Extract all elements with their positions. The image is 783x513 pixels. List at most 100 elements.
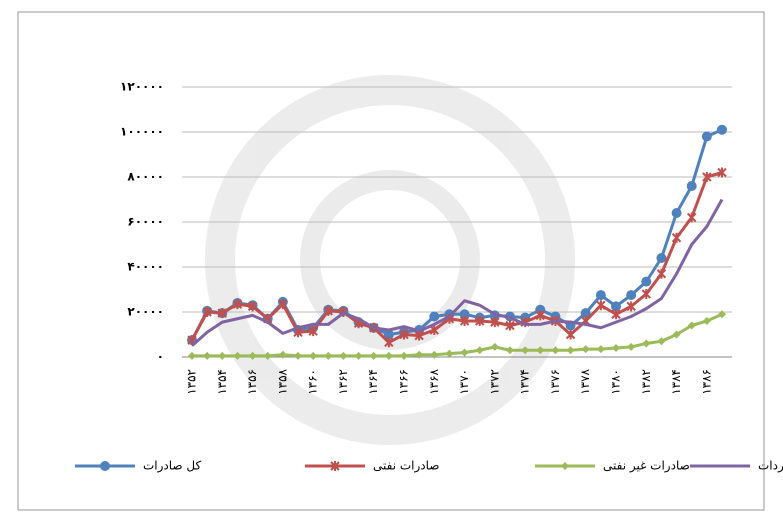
- x-tick-label: ۱۳۷۰: [457, 369, 471, 395]
- point: [656, 253, 667, 263]
- chart-frame: [17, 11, 765, 511]
- point: [718, 310, 726, 319]
- point: [687, 212, 697, 223]
- x-tick-label: ۱۳۸۲: [639, 369, 653, 395]
- point: [415, 350, 424, 359]
- x-tick-label: ۱۳۷۶: [548, 369, 562, 395]
- point: [475, 346, 484, 355]
- point: [656, 268, 667, 279]
- x-tick-label: ۱۳۶۴: [366, 369, 380, 395]
- x-tick-label: ۱۳۷۲: [487, 369, 501, 395]
- point: [369, 351, 378, 360]
- y-tick-label: ۱۲۰۰۰۰: [120, 80, 164, 94]
- point: [309, 351, 318, 360]
- x-tick-label: ۱۳۵۲: [185, 369, 199, 395]
- x-tick-label: ۱۳۵۴: [215, 369, 229, 395]
- point: [672, 330, 681, 339]
- y-tick-label: ۶۰۰۰۰: [127, 215, 164, 229]
- point: [506, 346, 514, 355]
- point: [429, 311, 440, 322]
- point: [202, 307, 212, 317]
- x-tick-label: ۱۳۸۰: [609, 369, 623, 395]
- y-tick-label: ۸۰۰۰۰: [127, 170, 164, 184]
- x-tick-label: ۱۳۶۸: [427, 368, 441, 394]
- point: [596, 345, 605, 354]
- legend-label: صادرات غیر نفتی: [603, 459, 690, 474]
- x-tick-label: ۱۳۷۴: [518, 369, 532, 395]
- point: [702, 172, 712, 182]
- legend-label: صادرات نفتی: [373, 459, 439, 474]
- point: [278, 299, 288, 310]
- point: [263, 351, 272, 360]
- point: [308, 326, 318, 337]
- point: [278, 350, 287, 359]
- legend-marker: [100, 461, 110, 471]
- point: [203, 351, 212, 360]
- point: [702, 317, 711, 325]
- point: [294, 351, 302, 360]
- point: [581, 345, 590, 354]
- y-tick-label: ۲۰۰۰۰: [127, 305, 164, 319]
- point: [686, 181, 697, 191]
- point: [384, 337, 394, 348]
- point: [701, 131, 712, 142]
- legend-label: واردات: [758, 459, 783, 474]
- point: [399, 329, 409, 340]
- point: [445, 349, 454, 358]
- x-tick-label: ۱۳۶۲: [336, 369, 350, 395]
- point: [627, 342, 636, 351]
- point: [383, 329, 394, 340]
- point: [717, 124, 727, 135]
- point: [551, 346, 560, 355]
- point: [671, 208, 682, 218]
- point: [248, 351, 257, 360]
- point: [400, 351, 408, 360]
- legend-label: کل صادرات: [143, 459, 202, 474]
- point: [233, 351, 242, 360]
- y-tick-label: ۰: [157, 350, 164, 364]
- point: [565, 329, 576, 340]
- point: [475, 316, 485, 326]
- y-tick-label: ۴۰۰۰۰: [127, 260, 164, 274]
- point: [490, 317, 500, 328]
- x-tick-label: ۱۳۵۶: [245, 369, 259, 395]
- x-tick-label: ۱۳۶۶: [397, 369, 411, 395]
- legend-marker: [330, 461, 340, 471]
- point: [595, 290, 606, 301]
- x-tick-label: ۱۳۷۸: [578, 368, 592, 394]
- point: [188, 351, 196, 360]
- point: [612, 344, 620, 352]
- x-tick-label: ۱۳۸۶: [699, 369, 713, 395]
- point: [459, 316, 470, 326]
- point: [611, 301, 621, 312]
- point: [217, 308, 227, 319]
- point: [536, 346, 545, 355]
- point: [218, 351, 227, 360]
- legend-marker: [561, 462, 569, 470]
- point: [384, 351, 393, 360]
- series-line: [191, 198, 724, 347]
- point: [671, 232, 682, 243]
- point: [430, 350, 439, 359]
- point: [626, 290, 637, 301]
- point: [641, 276, 652, 287]
- y-tick-label: ۱۰۰۰۰۰: [120, 125, 164, 139]
- x-tick-label: ۱۳۶۰: [306, 369, 320, 395]
- x-tick-label: ۱۳۸۴: [669, 369, 683, 395]
- point: [460, 348, 469, 357]
- point: [323, 305, 333, 316]
- point: [566, 346, 575, 355]
- point: [657, 337, 666, 346]
- point: [521, 346, 530, 355]
- point: [717, 167, 727, 178]
- point: [641, 289, 651, 299]
- point: [247, 301, 258, 312]
- point: [626, 301, 636, 312]
- point: [596, 300, 606, 311]
- point: [611, 309, 621, 320]
- point: [459, 309, 470, 320]
- point: [642, 339, 651, 348]
- point: [490, 342, 499, 351]
- point: [354, 351, 363, 360]
